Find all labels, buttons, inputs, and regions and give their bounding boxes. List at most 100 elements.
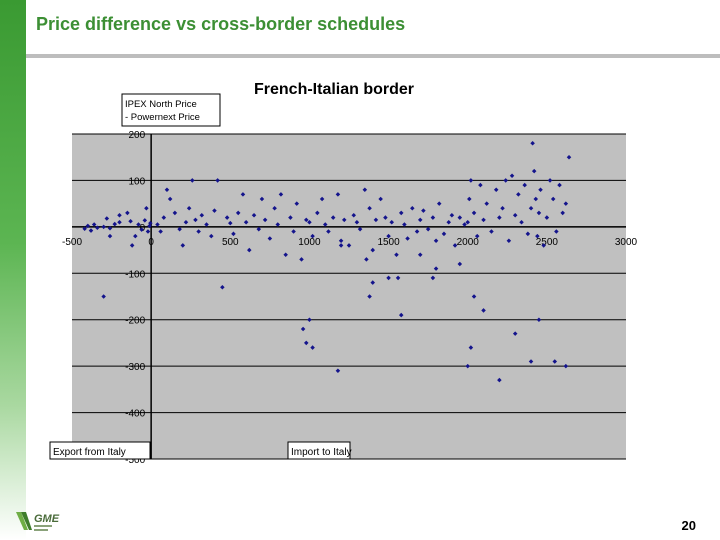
chart-title: French-Italian border <box>254 81 414 98</box>
data-point <box>144 206 149 211</box>
data-point <box>430 215 436 220</box>
data-point <box>465 363 470 369</box>
ytick-label: -100 <box>125 269 145 280</box>
data-point <box>275 222 281 227</box>
xtick-label: 2000 <box>457 237 480 248</box>
xtick-label: 0 <box>148 237 154 248</box>
data-point <box>304 217 309 223</box>
data-point <box>354 219 360 225</box>
data-point <box>552 359 558 364</box>
data-point <box>465 219 470 225</box>
data-point <box>164 187 170 192</box>
data-point <box>446 219 451 225</box>
data-point <box>457 215 463 220</box>
data-point <box>457 261 463 267</box>
data-point <box>259 196 265 202</box>
data-point <box>101 224 106 230</box>
data-point <box>497 215 502 220</box>
data-point <box>88 228 94 233</box>
data-point <box>148 220 153 226</box>
data-point <box>370 247 376 253</box>
ylabel-line-2: - Powernext Price <box>125 112 200 123</box>
data-point <box>370 280 376 285</box>
left-accent-bar <box>0 0 26 540</box>
data-point <box>367 294 372 299</box>
data-point <box>288 215 293 220</box>
data-point <box>516 192 521 197</box>
data-point <box>389 219 394 225</box>
data-point <box>506 238 512 244</box>
xtick-label: 1000 <box>298 237 321 248</box>
data-point <box>364 257 369 262</box>
slide-title: Price difference vs cross-border schedul… <box>36 14 406 34</box>
data-point <box>417 252 423 257</box>
data-point <box>299 257 304 262</box>
data-point <box>373 217 379 223</box>
data-point <box>436 201 442 206</box>
scatter-chart: French-Italian border IPEX North Price - P… <box>49 81 638 466</box>
plot-area <box>72 134 626 459</box>
data-point <box>82 226 87 231</box>
ytick-label: 200 <box>128 130 145 141</box>
ylabel-line-1: IPEX North Price <box>125 99 197 110</box>
data-point <box>536 210 542 216</box>
data-point <box>310 345 315 350</box>
data-point <box>294 201 300 206</box>
data-point <box>383 215 388 220</box>
data-point <box>512 212 518 218</box>
data-point <box>300 326 306 332</box>
ytick-label: -400 <box>125 409 145 420</box>
xtick-label: 1500 <box>377 237 400 248</box>
data-point <box>307 317 312 322</box>
data-point <box>256 226 262 232</box>
data-point <box>304 340 309 346</box>
xtick-label: -500 <box>62 237 82 248</box>
ytick-label: -300 <box>125 362 145 373</box>
data-point <box>405 236 410 241</box>
data-point <box>528 359 534 364</box>
page-number: 20 <box>681 518 696 533</box>
data-point <box>471 294 477 299</box>
data-point <box>145 229 151 234</box>
legend-label: Export from Italy <box>53 447 126 458</box>
xtick-label: 500 <box>222 237 239 248</box>
data-point <box>95 225 100 231</box>
data-point <box>474 233 480 239</box>
data-point <box>563 363 569 369</box>
data-point <box>133 233 138 239</box>
data-point <box>262 217 268 223</box>
data-point <box>398 312 404 318</box>
data-point <box>433 238 439 244</box>
data-point <box>417 217 423 223</box>
ylabel-box <box>121 93 221 127</box>
logo-text: GME <box>34 513 60 525</box>
data-point <box>112 221 117 227</box>
data-point <box>341 217 347 223</box>
data-point <box>136 222 141 227</box>
data-point <box>278 192 284 197</box>
data-point <box>441 231 447 237</box>
data-point <box>215 178 220 183</box>
ytick-label: 100 <box>128 176 145 187</box>
data-point <box>433 266 439 271</box>
data-point <box>528 206 534 211</box>
data-point <box>468 345 474 350</box>
ytick-label: -500 <box>125 455 145 466</box>
legend-box <box>49 441 151 460</box>
data-point <box>107 233 113 239</box>
data-point <box>117 212 122 218</box>
ytick-label: -200 <box>125 316 145 327</box>
data-point <box>484 201 489 206</box>
data-point <box>267 236 273 241</box>
data-point <box>125 210 130 216</box>
xtick-label: 3000 <box>615 237 638 248</box>
data-point <box>310 233 315 239</box>
data-point <box>481 217 486 223</box>
legend-label: Import to Italy <box>291 447 352 458</box>
data-point <box>335 368 341 374</box>
data-point <box>158 229 163 234</box>
data-point <box>190 178 195 183</box>
data-point <box>394 252 399 257</box>
data-point <box>522 182 527 188</box>
data-point <box>307 219 312 225</box>
